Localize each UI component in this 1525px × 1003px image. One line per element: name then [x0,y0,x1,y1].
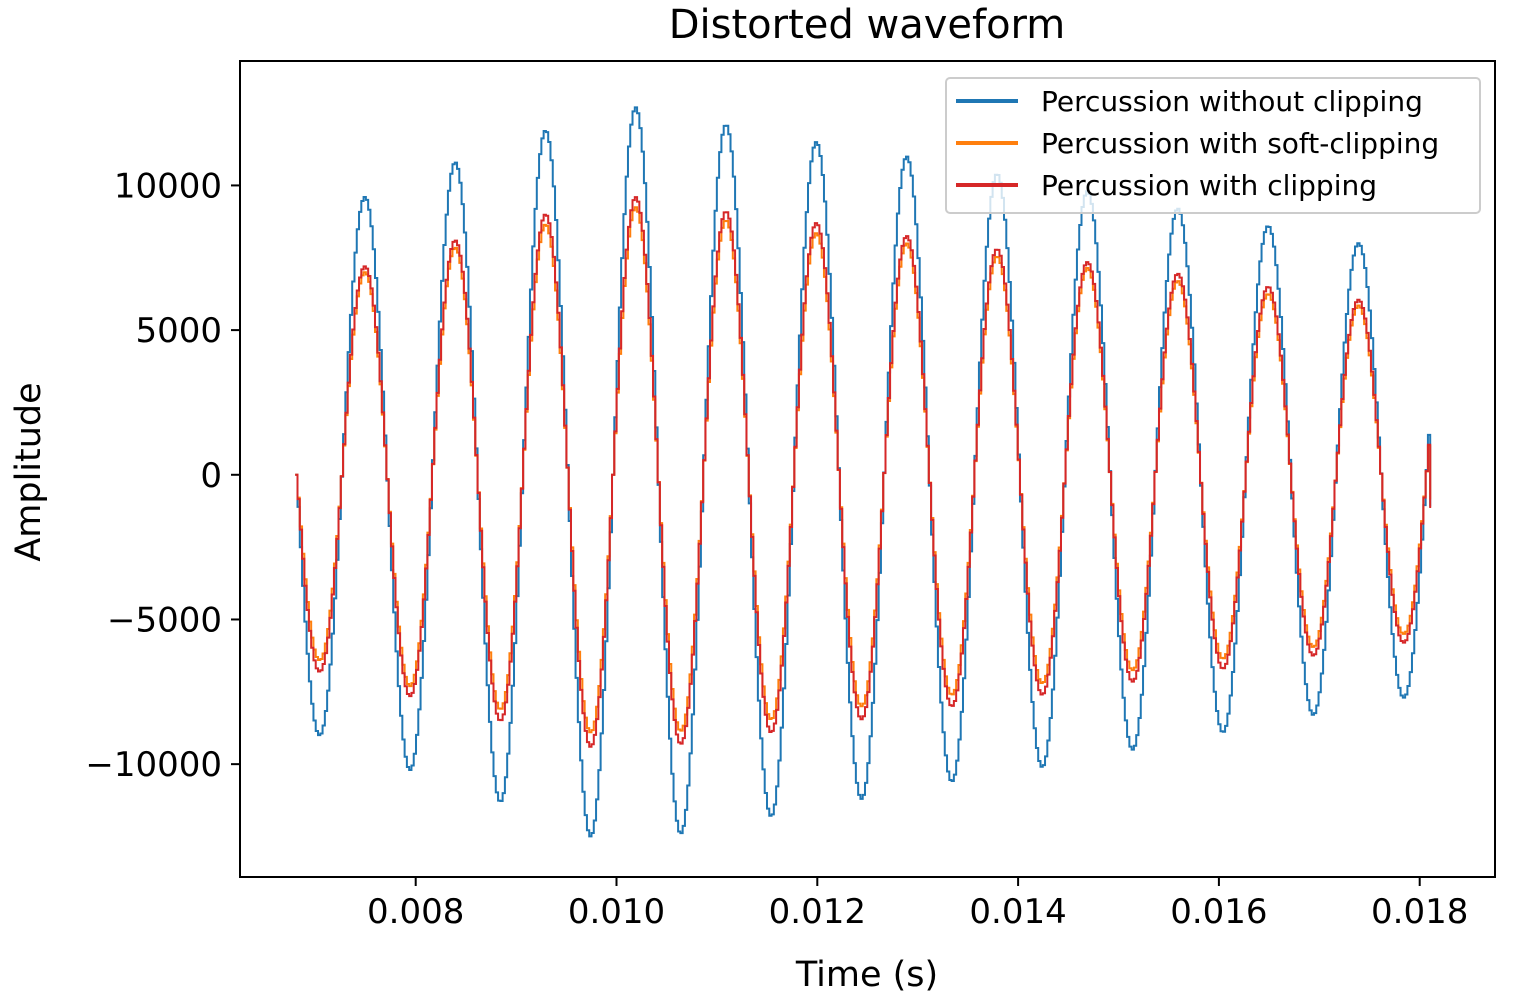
x-tick-label: 0.008 [367,892,464,932]
y-tick-label: −10000 [85,745,222,785]
axes-frame [239,60,1496,878]
y-tick-label: −5000 [107,600,222,640]
legend-label: Percussion with clipping [1041,169,1377,202]
x-tick-label: 0.014 [969,892,1066,932]
legend-entries: Percussion without clipping Percussion wi… [956,85,1439,202]
x-tick-label: 0.012 [769,892,866,932]
plot-area [239,60,1496,878]
series-layer [295,106,1432,838]
x-tick-label: 0.010 [568,892,665,932]
y-axis-label: Amplitude [9,382,49,561]
y-axis: −10000 −5000 0 5000 10000 [85,166,240,785]
y-tick-label: 10000 [114,166,222,206]
x-tick-label: 0.016 [1170,892,1267,932]
legend-box [945,77,1481,214]
x-tick-label: 0.018 [1371,892,1468,932]
y-tick-label: 5000 [135,311,222,351]
legend-label: Percussion with soft-clipping [1041,127,1439,160]
y-tick-label: 0 [200,456,222,496]
legend-label: Percussion without clipping [1041,85,1423,118]
series-line [295,196,1432,748]
chart-title: Distorted waveform [669,2,1066,48]
x-axis-label: Time (s) [795,955,938,995]
x-axis: 0.008 0.010 0.012 0.014 0.016 0.018 [367,877,1468,932]
legend: Percussion without clipping Percussion wi… [945,77,1481,214]
